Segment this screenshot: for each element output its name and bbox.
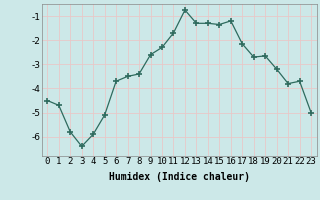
X-axis label: Humidex (Indice chaleur): Humidex (Indice chaleur) [109, 172, 250, 182]
